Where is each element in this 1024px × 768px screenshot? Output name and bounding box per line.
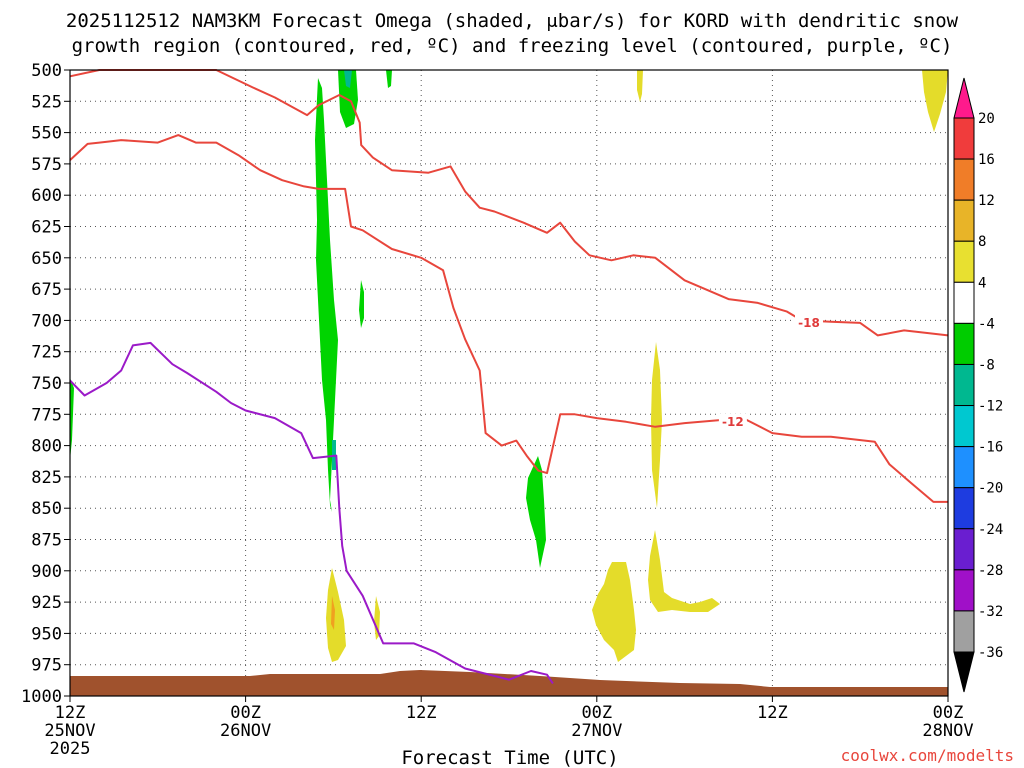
y-tick-label: 1000 — [21, 687, 62, 707]
y-tick-label: 550 — [31, 124, 62, 144]
colorbar-label: -28 — [978, 563, 1003, 579]
omega-descent-region — [374, 596, 380, 640]
colorbar-label: -12 — [978, 399, 1003, 415]
x-tick-label: 12Z — [406, 703, 437, 723]
credit-text: coolwx.com/modelts — [841, 746, 1014, 765]
colorbar-swatch — [953, 281, 975, 324]
colorbar-swatch — [953, 405, 975, 448]
y-tick-label: 950 — [31, 624, 62, 644]
omega-shading — [70, 70, 948, 696]
contour-line-2 — [69, 341, 554, 685]
omega-ascent-region — [386, 70, 392, 88]
y-tick-label: 600 — [31, 186, 62, 206]
colorbar-label: 8 — [978, 234, 986, 250]
colorbar-label: 12 — [978, 193, 995, 209]
omega-ascent-region — [359, 280, 364, 328]
y-tick-label: 900 — [31, 562, 62, 582]
colorbar-swatch — [953, 610, 975, 653]
y-tick-label: 675 — [31, 280, 62, 300]
colorbar-swatch — [953, 240, 975, 283]
x-tick-label: 00Z — [933, 703, 964, 723]
x-tick-label: 2025 — [50, 739, 91, 759]
omega-descent-region — [331, 596, 335, 630]
y-tick-label: 925 — [31, 593, 62, 613]
x-tick-label: 25NOV — [44, 721, 95, 741]
contour-lines — [69, 69, 949, 685]
x-tick-label: 26NOV — [220, 721, 271, 741]
colorbar-label: -4 — [978, 316, 995, 332]
colorbar: 20 16 12 8 4 -4 -8 -12 -16 -20 -24 -28 -32 -36 — [953, 77, 1003, 693]
omega-ascent-region — [70, 378, 74, 460]
colorbar-label: -32 — [978, 604, 1003, 620]
terrain-surface — [70, 670, 948, 696]
y-tick-label: 800 — [31, 437, 62, 457]
colorbar-label: -16 — [978, 440, 1003, 456]
colorbar-label: 4 — [978, 275, 986, 291]
contour-label-bg — [718, 413, 747, 428]
colorbar-label: -36 — [978, 645, 1003, 661]
contour-line-0 — [69, 69, 949, 337]
colorbar-swatch — [953, 117, 975, 160]
x-tick-label: 12Z — [757, 703, 788, 723]
colorbar-label: -24 — [978, 522, 1003, 538]
colorbar-swatch — [953, 322, 975, 365]
y-tick-label: 625 — [31, 218, 62, 238]
colorbar-swatch — [953, 487, 975, 530]
colorbar-label: 16 — [978, 152, 995, 168]
colorbar-swatch — [953, 446, 975, 489]
omega-ascent-region — [526, 456, 546, 568]
colorbar-label: 20 — [978, 111, 995, 127]
x-tick-label: 00Z — [230, 703, 261, 723]
colorbar-top-arrow — [953, 77, 975, 119]
colorbar-swatch — [953, 158, 975, 201]
colorbar-bottom-arrow — [953, 651, 975, 693]
omega-descent-region — [592, 562, 636, 662]
chart-title-line2: growth region (contoured, red, ºC) and f… — [72, 35, 953, 57]
colorbar-swatch — [953, 528, 975, 571]
y-tick-label: 575 — [31, 155, 62, 175]
y-tick-label: 650 — [31, 249, 62, 269]
plot-area — [70, 70, 948, 696]
colorbar-label: -8 — [978, 357, 995, 373]
omega-descent-region — [637, 70, 643, 102]
contour-label: -18 — [798, 316, 820, 330]
y-tick-label: 750 — [31, 374, 62, 394]
y-tick-label: 525 — [31, 92, 62, 112]
y-axis: 500 525 550 575 600 625 650 675 700 725 750 775 800 8… — [21, 61, 70, 707]
omega-descent-region — [326, 568, 346, 662]
omega-descent-region — [648, 530, 720, 612]
omega-descent-region — [651, 342, 662, 508]
contour-label: -12 — [722, 415, 744, 429]
y-tick-label: 500 — [31, 61, 62, 81]
colorbar-label: -20 — [978, 481, 1003, 497]
y-tick-label: 775 — [31, 405, 62, 425]
omega-ascent-region — [344, 70, 352, 88]
contour-labels: -18 -12 — [718, 314, 823, 429]
x-tick-label: 27NOV — [571, 721, 622, 741]
y-tick-label: 700 — [31, 311, 62, 331]
omega-ascent-region — [315, 78, 338, 512]
colorbar-swatch — [953, 199, 975, 242]
y-tick-label: 975 — [31, 656, 62, 676]
colorbar-swatch — [953, 363, 975, 407]
x-axis-label: Forecast Time (UTC) — [401, 747, 618, 768]
contour-label-bg — [794, 314, 823, 329]
omega-descent-region — [922, 70, 948, 132]
x-tick-label: 28NOV — [922, 721, 973, 741]
colorbar-swatch — [953, 569, 975, 612]
contour-line-1 — [69, 134, 948, 503]
y-tick-label: 725 — [31, 343, 62, 363]
y-tick-label: 825 — [31, 468, 62, 488]
x-tick-label: 12Z — [55, 703, 86, 723]
y-tick-label: 875 — [31, 531, 62, 551]
chart-title-line1: 2025112512 NAM3KM Forecast Omega (shaded… — [66, 10, 959, 32]
x-tick-label: 00Z — [581, 703, 612, 723]
y-tick-label: 850 — [31, 499, 62, 519]
